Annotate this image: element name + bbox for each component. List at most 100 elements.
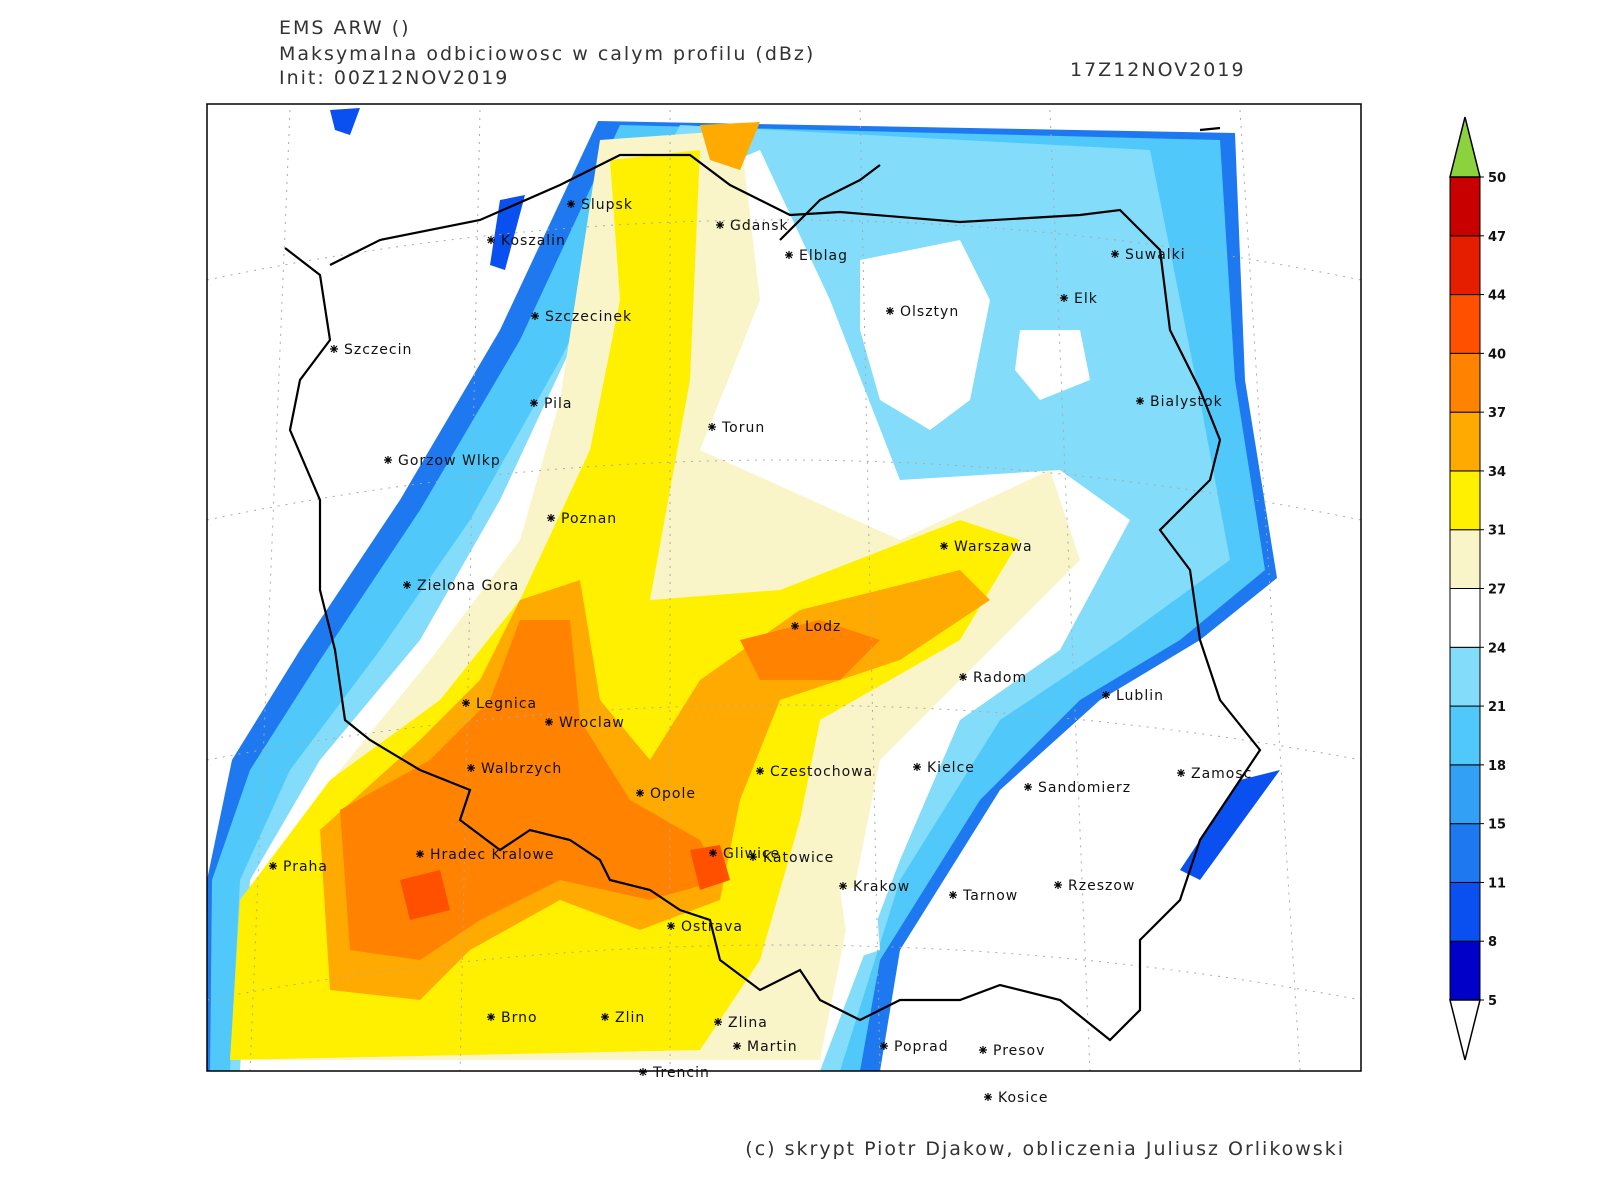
city-label: Warszawa [954,539,1033,555]
colorbar-segment [1449,823,1481,883]
borders [284,126,1262,1042]
city-label: Martin [747,1039,798,1055]
colorbar-segment [1449,470,1481,531]
colorbar-label: 37 [1488,406,1506,421]
city-marker [531,312,539,320]
city-label: Zielona Gora [417,578,519,594]
city-marker [1102,691,1110,699]
city-label: Gorzow Wlkp [398,453,501,469]
city-marker [462,699,470,707]
colorbar-label: 44 [1488,289,1506,304]
city-marker [384,456,392,464]
city-label: Gdansk [730,218,789,234]
colorbar-segment [1449,940,1481,1001]
field-hole-krakow [840,885,880,960]
city-label: Zamosc [1191,766,1252,782]
city-labels: Slupsk Koszalin Gdansk Elblag Suwalki Elk Olsz… [269,197,1252,1106]
graticule-line [249,109,1301,1071]
city-marker [1060,294,1068,302]
colorbar-segment [1449,881,1481,942]
city-label: Torun [721,420,765,436]
city-label: Trencin [652,1065,710,1081]
colorbar-segment [1449,646,1481,707]
city-marker [749,853,757,861]
city-marker [949,891,957,899]
city-label: Krakow [853,879,910,895]
field-dark-orange [340,620,880,960]
model-title: EMS ARW () [279,17,411,39]
colorbar-segment [1449,176,1481,237]
city-marker [839,882,847,890]
city-label: Hradec Kralowe [430,847,555,863]
city-marker [487,236,495,244]
city-label: Elblag [799,248,848,264]
colorbar-under [1449,999,1481,1061]
city-label: Bialystok [1150,394,1223,410]
city-label: Szczecin [344,342,412,358]
city-marker [886,307,894,315]
colorbar-segment [1449,294,1481,354]
colorbar-label: 5 [1488,994,1497,1009]
city-marker [1054,881,1062,889]
city-label: Pila [544,396,573,412]
field-title: Maksymalna odbiciowosc w calym profilu (… [279,43,815,65]
city-label: Brno [501,1010,538,1026]
city-marker [959,673,967,681]
city-label: Czestochowa [770,764,873,780]
colorbar: 5 8 11 15 18 21 24 27 31 34 37 40 44 47 50 [1449,116,1506,1061]
city-label: Radom [973,670,1027,686]
city-label: Koszalin [501,233,566,249]
city-marker [708,423,716,431]
city-label: Katowice [763,850,834,866]
city-label: Legnica [476,696,537,712]
city-marker [467,764,475,772]
city-marker [545,718,553,726]
city-marker [791,622,799,630]
city-marker [716,221,724,229]
city-label: Ostrava [681,919,743,935]
city-marker [530,399,538,407]
city-label: Lodz [805,619,841,635]
colorbar-label: 8 [1488,935,1497,950]
city-marker [785,251,793,259]
city-marker [756,767,764,775]
city-label: Szczecinek [545,309,632,325]
field-red [400,845,730,920]
city-marker [1136,397,1144,405]
border-line [284,153,1262,1042]
colorbar-segment [1449,529,1481,590]
city-label: Presov [993,1043,1045,1059]
city-marker [636,789,644,797]
reflectivity-field [207,108,1280,1071]
colorbar-label: 34 [1488,465,1506,480]
colorbar-label: 18 [1488,759,1506,774]
colorbar-label: 27 [1488,583,1506,598]
city-label: Zlina [728,1015,768,1031]
border-line [779,126,1221,241]
colorbar-segment [1449,588,1481,648]
footer-credit: (c) skrypt Piotr Djakow, obliczenia Juli… [745,1138,1345,1160]
colorbar-segment [1449,764,1481,825]
city-label: Rzeszow [1068,878,1135,894]
colorbar-label: 21 [1488,700,1506,715]
colorbar-over [1449,116,1481,178]
city-marker [269,862,277,870]
city-label: Suwalki [1125,247,1186,263]
city-marker [709,849,717,857]
colorbar-segment [1449,705,1481,766]
colorbar-label: 15 [1488,818,1506,833]
city-marker [984,1093,992,1101]
colorbar-label: 47 [1488,230,1506,245]
city-marker [487,1013,495,1021]
city-marker [330,345,338,353]
city-label: Lublin [1116,688,1164,704]
city-label: Tarnow [962,888,1018,904]
city-marker [403,581,411,589]
city-label: Poprad [894,1039,949,1055]
city-marker [880,1042,888,1050]
city-marker [714,1018,722,1026]
city-marker [979,1046,987,1054]
city-marker [667,922,675,930]
colorbar-label: 24 [1488,641,1506,656]
